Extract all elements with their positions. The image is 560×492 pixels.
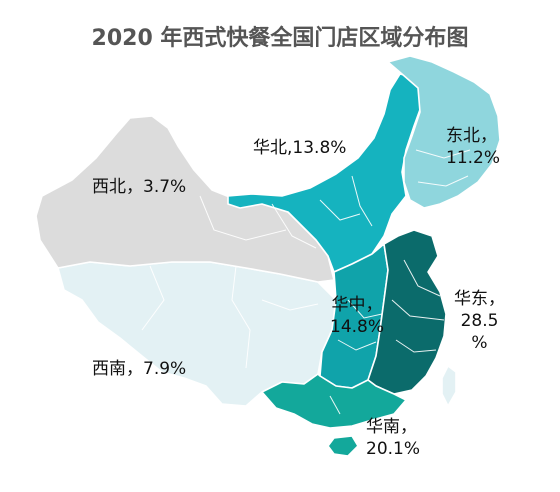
label-huadong-line-3: % [471,333,488,353]
label-huazhong-line-2: 14.8% [330,317,385,337]
label-dongbei-line-2: 11.2% [446,148,501,168]
map-title: 2020 年西式快餐全国门店区域分布图 [91,26,469,51]
label-huazhong-line-1: 华中， [331,295,383,315]
region-dongbei[interactable] [387,55,501,209]
label-huadong: 华东， 28.5 % [454,288,505,354]
label-dongbei-line-1: 东北， [446,126,497,146]
label-huanan-line-1: 华南， [366,417,417,437]
label-xinan: 西南，7.9% [92,359,187,379]
label-huadong-line-1: 华东， [454,289,505,309]
region-huadong[interactable] [367,229,447,395]
region-huanan[interactable] [261,373,407,457]
region-huabei[interactable] [227,73,423,273]
label-xibei: 西北，3.7% [92,177,187,197]
label-huanan: 华南， 20.1% [366,416,420,460]
label-huanan-line-2: 20.1% [366,439,421,459]
label-huazhong: 华中， 14.8% [330,294,384,338]
region-taiwan [441,365,457,407]
label-huabei: 华北,13.8% [253,138,347,158]
province-borders [141,149,471,415]
label-huadong-line-2: 28.5 [460,311,499,331]
label-dongbei: 东北， 11.2% [446,125,500,169]
